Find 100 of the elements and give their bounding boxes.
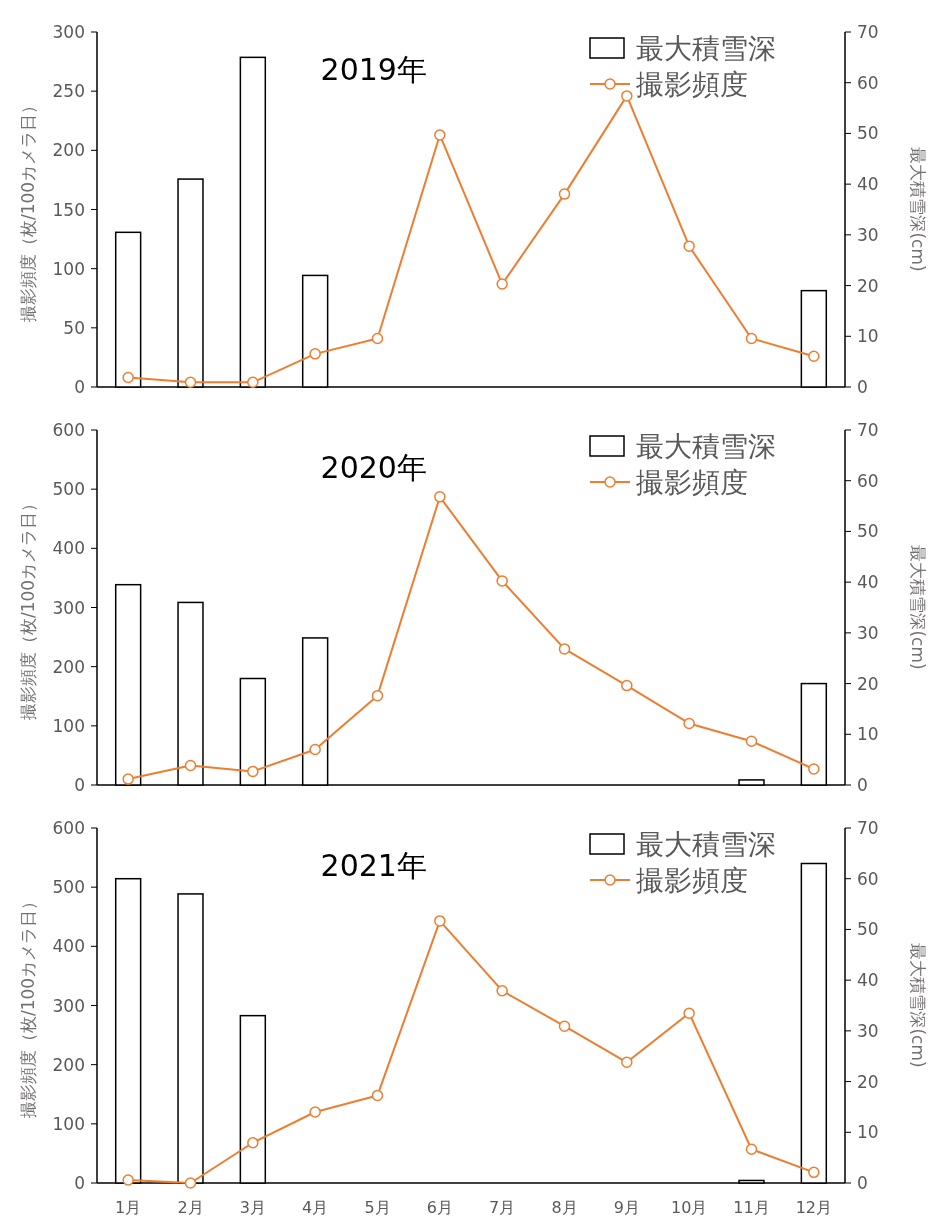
y-tick-label: 100 [52, 258, 85, 279]
y-tick-label: 100 [52, 1113, 85, 1134]
point [621, 1056, 633, 1069]
x-tick-label: 11月 [733, 1198, 770, 1217]
y-tick-label: 600 [52, 818, 85, 838]
point [683, 1007, 695, 1019]
point [371, 1089, 384, 1102]
x-tick-label: 1月 [115, 1198, 142, 1217]
point [371, 332, 384, 345]
point [808, 350, 820, 362]
y-tick-label: 300 [52, 22, 85, 42]
point [496, 575, 508, 587]
y2-tick-label: 40 [857, 572, 879, 593]
y2-tick-label: 70 [857, 22, 879, 42]
y2-tick-label: 40 [857, 174, 879, 195]
point [621, 90, 633, 102]
y-tick-label: 0 [74, 377, 85, 397]
legend-label: 撮影頻度 [636, 68, 748, 101]
point [808, 763, 820, 775]
point [434, 915, 446, 927]
x-tick-label: 5月 [364, 1198, 391, 1217]
point [558, 188, 571, 200]
y2-tick-label: 0 [857, 775, 868, 795]
point [683, 240, 695, 252]
point [683, 717, 695, 730]
legend-label: 最大積雪深 [636, 430, 776, 463]
point [184, 376, 197, 389]
y2-axis-title: 最大積雪深(cm) [908, 545, 928, 670]
text: 2020年 [320, 450, 427, 485]
y2-tick-label: 20 [857, 275, 879, 296]
x-tick-label: 2月 [177, 1198, 204, 1217]
y2-tick-label: 50 [857, 919, 879, 940]
y-tick-label: 400 [52, 538, 85, 559]
y-tick-label: 100 [52, 715, 85, 736]
point [122, 773, 134, 785]
point [247, 376, 259, 389]
legend-label: 撮影頻度 [636, 466, 748, 499]
legend-label: 最大積雪深 [636, 828, 776, 861]
y2-tick-label: 60 [857, 470, 879, 491]
y2-tick-label: 40 [857, 970, 879, 991]
legend-label: 最大積雪深 [636, 32, 776, 65]
y2-tick-label: 30 [857, 622, 879, 643]
point [434, 491, 446, 503]
x-tick-label: 12月 [795, 1198, 833, 1217]
y-tick-label: 200 [52, 1054, 85, 1075]
y-tick-label: 250 [52, 81, 85, 102]
point [371, 689, 384, 702]
y-tick-label: 200 [52, 140, 85, 161]
y2-tick-label: 10 [857, 724, 879, 745]
x-tick-label: 10月 [670, 1198, 708, 1217]
point [808, 1166, 820, 1179]
y-tick-label: 300 [52, 597, 85, 618]
point [496, 984, 508, 997]
y2-tick-label: 10 [857, 1122, 879, 1143]
y2-tick-label: 0 [857, 1173, 868, 1193]
y2-tick-label: 10 [857, 326, 879, 347]
y-tick-label: 0 [74, 1173, 85, 1193]
y2-tick-label: 60 [857, 868, 879, 889]
y-tick-label: 150 [52, 199, 85, 220]
point [434, 129, 446, 141]
point [309, 743, 321, 756]
legend-label: 撮影頻度 [636, 864, 748, 897]
point [247, 1137, 259, 1149]
x-tick-label: 3月 [239, 1198, 266, 1217]
y2-tick-label: 50 [857, 123, 879, 144]
point [122, 371, 134, 384]
x-tick-label: 4月 [302, 1198, 329, 1217]
x-tick-label: 7月 [489, 1198, 516, 1217]
point [745, 735, 758, 747]
y-tick-label: 500 [52, 479, 85, 500]
y2-axis-title: 最大積雪深(cm) [908, 147, 928, 272]
y2-tick-label: 60 [857, 72, 879, 93]
y2-tick-label: 30 [857, 224, 879, 245]
point [309, 1106, 321, 1118]
y-tick-label: 0 [74, 775, 85, 795]
y-tick-label: 400 [52, 936, 85, 957]
y-axis-title: 撮影頻度（枚/100カメラ日） [18, 494, 38, 721]
point [184, 1177, 197, 1189]
y-tick-label: 50 [63, 317, 85, 338]
x-tick-label: 8月 [551, 1198, 578, 1217]
y2-tick-label: 30 [857, 1020, 879, 1041]
y-tick-label: 600 [52, 420, 85, 440]
y-axis-title: 撮影頻度（枚/100カメラ日） [18, 892, 38, 1119]
y2-tick-label: 70 [857, 818, 879, 838]
point [309, 348, 321, 360]
y2-tick-label: 0 [857, 377, 868, 397]
y-tick-label: 500 [52, 877, 85, 898]
x-tick-label: 9月 [613, 1198, 640, 1217]
y2-tick-label: 50 [857, 521, 879, 542]
point [558, 643, 571, 655]
y-tick-label: 300 [52, 995, 85, 1016]
text: 2019年 [320, 52, 427, 87]
point [745, 1143, 758, 1156]
text: 2021年 [320, 848, 427, 883]
point [122, 1174, 134, 1186]
point [745, 332, 758, 345]
point [184, 759, 197, 772]
y2-tick-label: 20 [857, 1071, 879, 1092]
y-axis-title: 撮影頻度（枚/100カメラ日） [18, 96, 38, 323]
point [496, 278, 508, 290]
